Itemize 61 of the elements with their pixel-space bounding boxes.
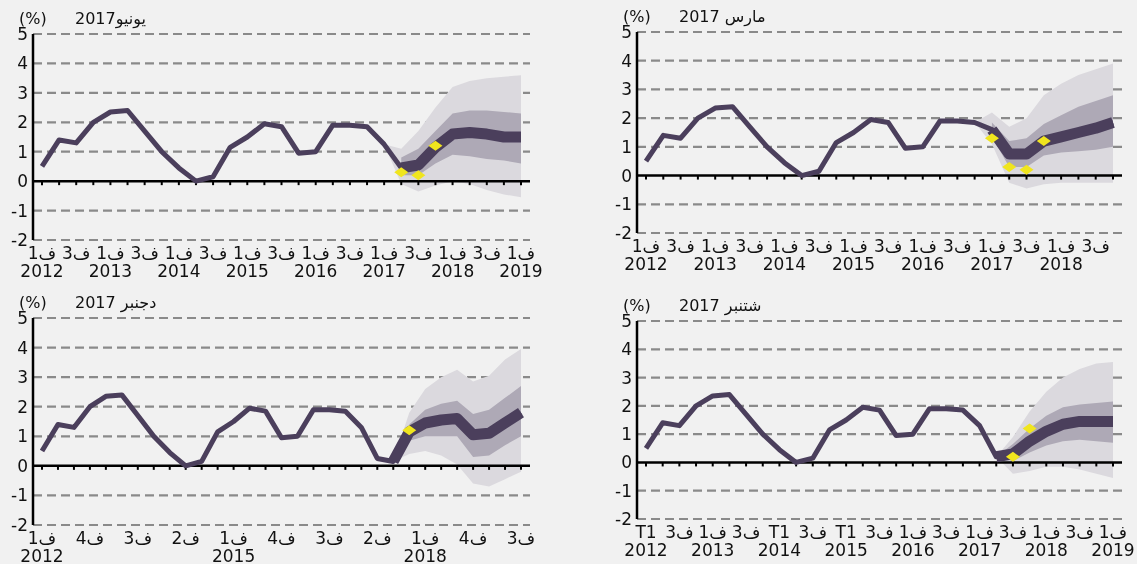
x-tick-label: ف3 [798,522,828,542]
x-tick-label: ف3 [804,236,834,256]
x-tick-label: ف3 [943,236,972,256]
y-tick-label: 2 [621,108,632,129]
x-tick-label: ف3 [665,522,694,542]
y-tick-label: 4 [621,339,632,360]
y-tick-label: -1 [11,485,28,506]
chart-title: دجنبر 2017 [75,293,157,313]
x-tick-label: ف3 [198,243,228,263]
y-tick-label: 3 [621,367,632,388]
y-axis-title: (%) [19,293,47,312]
x-tick-label: ف3 [731,522,761,542]
y-tick-label: 4 [621,50,632,71]
y-tick-label: 2 [17,396,28,417]
x-tick-label: ف3 [1065,522,1094,542]
y-axis-title: (%) [623,296,651,315]
y-tick-label: 1 [17,141,28,162]
y-tick-label: 4 [17,337,28,358]
y-tick-label: 2 [621,395,632,416]
x-tick-label: ف3 [873,236,903,256]
y-tick-label: 3 [17,367,28,388]
y-tick-label: 1 [621,136,632,157]
x-tick-label: ف3 [865,522,894,542]
x-tick-label: ف3 [472,243,502,263]
x-tick-label: ف3 [1012,236,1041,256]
y-tick-label: -1 [615,194,632,215]
x-tick-label: ف3 [666,236,695,256]
x-tick-label: ف4 [458,528,488,548]
y-tick-label: 1 [17,426,28,447]
chart-title: شتنبر 2017 [679,296,762,316]
y-tick-label: -1 [11,200,28,221]
y-tick-label: 0 [17,455,28,476]
y-tick-label: 0 [621,165,632,186]
y-tick-label: -1 [615,480,632,501]
y-axis-title: (%) [19,9,47,28]
x-tick-label: ف4 [75,528,105,548]
x-tick-label: ف2 [171,528,200,548]
y-tick-label: 3 [17,82,28,103]
y-tick-label: 2 [17,112,28,133]
x-tick-label: ف3 [61,243,91,263]
x-tick-label: ف3 [998,522,1028,542]
x-tick-label: ف3 [315,528,344,548]
y-axis-title: (%) [623,7,651,26]
x-tick-label: ف3 [130,243,159,263]
x-tick-label: ف3 [506,528,536,548]
x-tick-label: ف3 [404,243,433,263]
y-tick-label: 0 [621,452,632,473]
x-tick-label: ف3 [931,522,961,542]
x-tick-label: ف3 [123,528,153,548]
x-tick-label: ف3 [335,243,365,263]
x-tick-label: ف3 [1081,236,1110,256]
x-tick-label: ف3 [735,236,764,256]
chart-title: مارس 2017 [679,7,766,27]
x-tick-label: ف4 [267,528,296,548]
y-tick-label: 3 [621,79,632,100]
y-tick-label: 1 [621,424,632,445]
y-tick-label: 0 [17,171,28,192]
x-tick-label: ف2 [363,528,392,548]
chart-title: يونيو2017 [75,9,146,29]
y-tick-label: 4 [17,53,28,74]
x-tick-label: ف3 [267,243,296,263]
